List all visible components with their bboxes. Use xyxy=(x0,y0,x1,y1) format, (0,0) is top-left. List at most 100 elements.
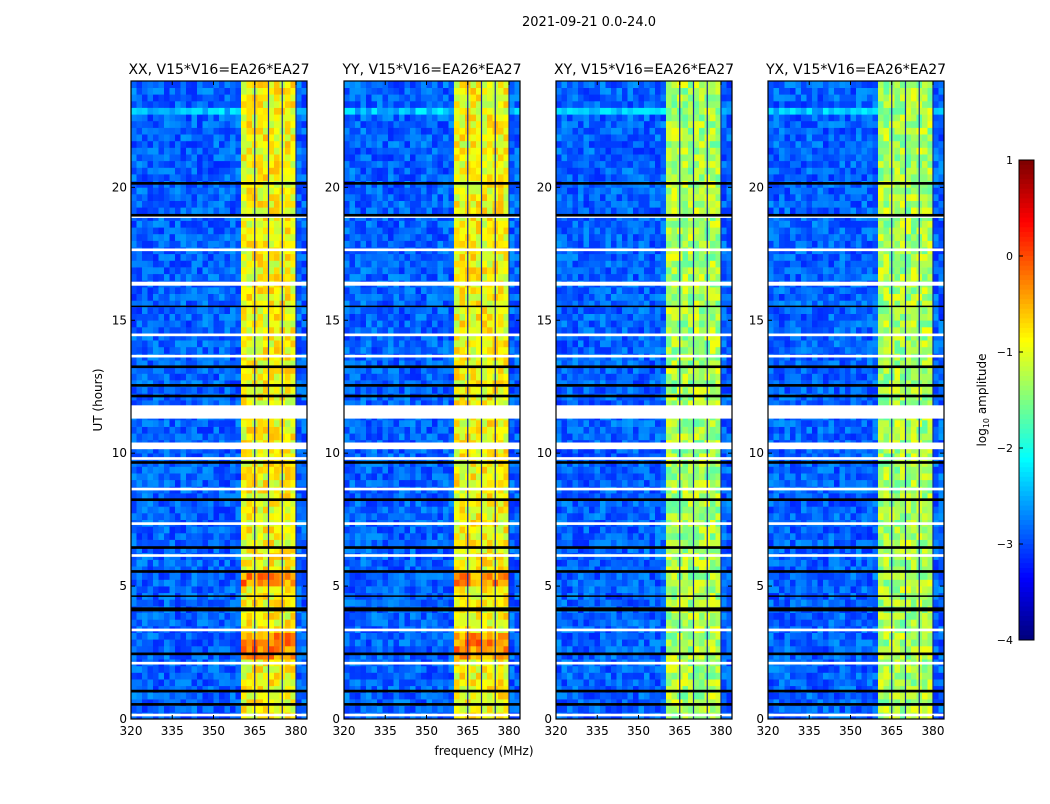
heatmap-cell xyxy=(192,427,198,434)
heatmap-cell xyxy=(230,141,236,148)
heatmap-cell xyxy=(410,666,416,673)
heatmap-cell xyxy=(175,673,181,680)
heatmap-cell xyxy=(438,480,444,487)
heatmap-cell xyxy=(175,201,181,208)
heatmap-cell xyxy=(170,513,176,520)
heatmap-cell xyxy=(137,633,143,640)
heatmap-cell xyxy=(192,586,198,593)
heatmap-cell xyxy=(421,134,427,141)
heatmap-cell xyxy=(344,706,350,713)
heatmap-cell xyxy=(361,340,367,347)
heatmap-cell xyxy=(410,533,416,540)
heatmap-cell xyxy=(274,579,280,586)
heatmap-cell xyxy=(142,560,148,567)
heatmap-cell xyxy=(383,540,389,547)
heatmap-cell xyxy=(186,327,192,334)
y-tick-label: 10 xyxy=(112,446,127,460)
heatmap-cell xyxy=(203,128,209,135)
heatmap-cell xyxy=(219,420,225,427)
heatmap-cell xyxy=(131,234,137,241)
heatmap-cell xyxy=(170,274,176,281)
heatmap-cell xyxy=(410,526,416,533)
heatmap-cell xyxy=(372,526,378,533)
heatmap-cell xyxy=(361,599,367,606)
heatmap-cell xyxy=(269,473,275,480)
heatmap-cell xyxy=(153,613,159,620)
heatmap-cell xyxy=(427,148,433,155)
heatmap-cell xyxy=(131,579,137,586)
heatmap-cell xyxy=(355,480,361,487)
heatmap-cell xyxy=(148,692,154,699)
heatmap-cell xyxy=(219,148,225,155)
heatmap-cell xyxy=(438,613,444,620)
heatmap-cell xyxy=(153,121,159,128)
heatmap-cell xyxy=(344,480,350,487)
heatmap-cell xyxy=(361,533,367,540)
heatmap-cell xyxy=(219,433,225,440)
heatmap-cell xyxy=(372,666,378,673)
heatmap-cell xyxy=(137,94,143,101)
heatmap-cell xyxy=(350,467,356,474)
heatmap-cell xyxy=(366,187,372,194)
heatmap-cell xyxy=(269,679,275,686)
heatmap-cell xyxy=(443,320,449,327)
heatmap-cell xyxy=(399,427,405,434)
heatmap-cell xyxy=(148,666,154,673)
heatmap-cell xyxy=(148,526,154,533)
heatmap-cell xyxy=(405,692,411,699)
heatmap-cell xyxy=(186,673,192,680)
heatmap-cell xyxy=(164,154,170,161)
heatmap-cell xyxy=(361,692,367,699)
heatmap-cell xyxy=(443,154,449,161)
heatmap-cell xyxy=(399,692,405,699)
heatmap-cell xyxy=(421,161,427,168)
heatmap-cell xyxy=(230,207,236,214)
heatmap-cell xyxy=(142,427,148,434)
heatmap-cell xyxy=(361,201,367,208)
heatmap-cell xyxy=(170,134,176,141)
heatmap-cell xyxy=(175,267,181,274)
heatmap-cell xyxy=(230,221,236,228)
heatmap-cell xyxy=(410,320,416,327)
heatmap-cell xyxy=(438,467,444,474)
heatmap-cell xyxy=(142,227,148,234)
heatmap-cell xyxy=(175,639,181,646)
heatmap-cell xyxy=(170,666,176,673)
heatmap-cell xyxy=(164,513,170,520)
heatmap-cell xyxy=(159,480,165,487)
heatmap-cell xyxy=(159,227,165,234)
heatmap-cell xyxy=(230,134,236,141)
heatmap-cell xyxy=(274,646,280,653)
heatmap-cell xyxy=(148,174,154,181)
flagged-interval-black xyxy=(131,703,307,706)
heatmap-cell xyxy=(197,187,203,194)
heatmap-cell xyxy=(192,81,198,88)
heatmap-cell xyxy=(192,639,198,646)
heatmap-cell xyxy=(438,267,444,274)
heatmap-cell xyxy=(153,287,159,294)
heatmap-cell xyxy=(399,121,405,128)
heatmap-cell xyxy=(427,473,433,480)
heatmap-cell xyxy=(394,526,400,533)
heatmap-cell xyxy=(399,573,405,580)
heatmap-cell xyxy=(241,254,247,261)
heatmap-cell xyxy=(350,579,356,586)
heatmap-cell xyxy=(247,221,253,228)
heatmap-cell xyxy=(421,121,427,128)
heatmap-cell xyxy=(410,221,416,228)
heatmap-cell xyxy=(269,467,275,474)
heatmap-cell xyxy=(399,81,405,88)
heatmap-cell xyxy=(432,148,438,155)
heatmap-cell xyxy=(148,540,154,547)
heatmap-cell xyxy=(427,433,433,440)
heatmap-cell xyxy=(285,320,291,327)
heatmap-cell xyxy=(197,94,203,101)
flagged-interval-white xyxy=(131,282,307,286)
heatmap-cell xyxy=(355,340,361,347)
heatmap-cell xyxy=(159,420,165,427)
heatmap-cell xyxy=(416,227,422,234)
heatmap-cell xyxy=(159,134,165,141)
heatmap-cell xyxy=(394,154,400,161)
heatmap-cell xyxy=(230,599,236,606)
heatmap-cell xyxy=(394,207,400,214)
